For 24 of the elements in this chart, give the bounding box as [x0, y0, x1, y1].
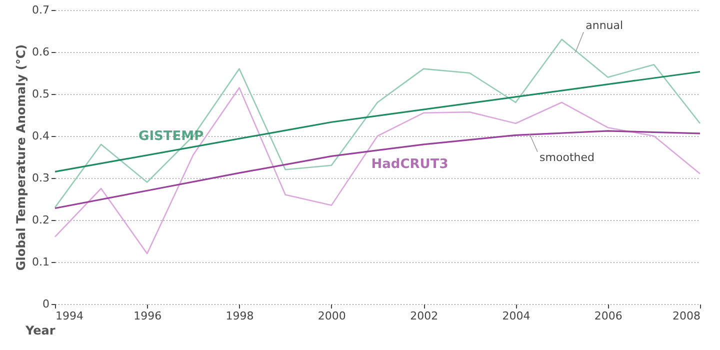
x-tick-label: 2000 [318, 310, 346, 322]
y-tick-label: 0.3 [32, 172, 50, 184]
y-tick-label: 0.6 [32, 46, 50, 58]
y-tick-label: 0.7 [32, 4, 50, 16]
x-axis-title: Year [24, 324, 56, 338]
x-tick-label: 1994 [56, 310, 84, 322]
x-tick-label: 2008 [672, 310, 700, 322]
y-axis-title: Global Temperature Anomaly (°C) [14, 44, 28, 271]
x-tick-label: 2002 [410, 310, 438, 322]
x-tick-label: 1996 [134, 310, 162, 322]
y-tick-label: 0 [42, 298, 50, 310]
line-series [54, 38, 701, 208]
series-label: HadCRUT3 [371, 156, 448, 172]
x-tick-label: 2006 [594, 310, 622, 322]
y-tick-label: 0.5 [32, 88, 50, 100]
line-series [54, 87, 701, 254]
annotation: smoothed [540, 150, 594, 164]
annotation: annual [586, 19, 624, 32]
y-tick-label: 0.1 [32, 256, 50, 268]
x-tick-label: 1998 [226, 310, 254, 322]
y-tick-label: 0.4 [32, 130, 50, 142]
x-tick-label: 2004 [502, 310, 530, 322]
line-series [54, 130, 701, 210]
y-tick-label: 0.2 [32, 214, 50, 226]
